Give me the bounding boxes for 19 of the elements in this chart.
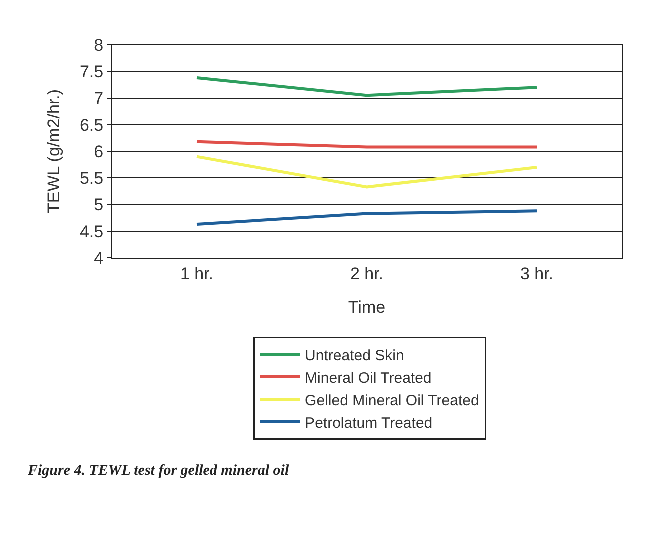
y-tick-label: 6.5 (80, 116, 104, 135)
x-tick-label: 3 hr. (520, 264, 554, 284)
y-tick-label: 7.5 (80, 62, 104, 82)
y-tick-label: 4.5 (80, 222, 104, 242)
y-tick-label: 5 (94, 196, 104, 215)
y-tick-label: 7 (94, 89, 104, 108)
y-tick-label: 5.5 (80, 169, 104, 188)
y-axis-title: TEWL (g/m2/hr.) (44, 89, 64, 214)
x-tick-label: 1 hr. (180, 264, 214, 284)
y-tick-label: 6 (94, 142, 104, 162)
x-axis-title: Time (348, 298, 386, 317)
y-tick-label: 4 (94, 248, 104, 268)
legend-label: Gelled Mineral Oil Treated (305, 392, 480, 410)
y-tick-label: 8 (94, 36, 104, 55)
legend-label: Petrolatum Treated (305, 414, 433, 432)
legend-label: Mineral Oil Treated (305, 370, 432, 387)
legend-label: Untreated Skin (305, 347, 404, 364)
caption: Figure 4. TEWL test for gelled mineral oil (27, 463, 290, 479)
x-tick-label: 2 hr. (350, 264, 384, 284)
